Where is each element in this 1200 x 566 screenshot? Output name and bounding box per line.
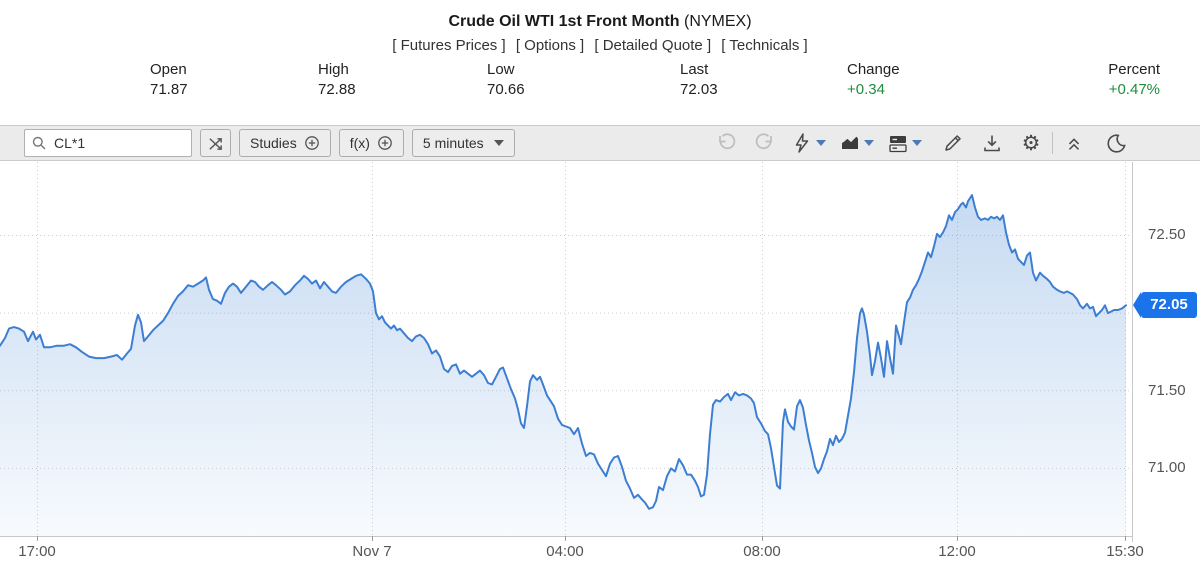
link-technicals[interactable]: [ Technicals ] (721, 37, 808, 54)
studies-label: Studies (250, 135, 297, 151)
interval-dropdown[interactable]: 5 minutes (411, 129, 515, 157)
quote-high: High 72.88 (318, 60, 356, 100)
quote-percent-value: +0.47% (1108, 81, 1160, 98)
layout-templates-dropdown[interactable] (887, 132, 922, 154)
quote-open-label: Open (150, 61, 187, 78)
add-circle-icon (377, 135, 393, 151)
dark-mode-button[interactable] (1103, 130, 1129, 156)
interval-label: 5 minutes (422, 135, 484, 151)
quote-change: Change +0.34 (847, 60, 900, 100)
settings-gear-icon: ⚙ (1021, 131, 1041, 155)
collapse-chevrons-icon (1064, 133, 1084, 153)
quote-high-value: 72.88 (318, 81, 356, 98)
quote-low: Low 70.66 (487, 60, 525, 100)
download-button[interactable] (979, 130, 1005, 156)
quote-open-value: 71.87 (150, 81, 188, 98)
x-axis-label: 12:00 (938, 543, 976, 560)
link-options[interactable]: [ Options ] (515, 37, 585, 54)
studies-button[interactable]: Studies (239, 129, 331, 157)
x-axis-label: 17:00 (18, 543, 56, 560)
chart-type-icon (839, 132, 861, 154)
events-lightning-icon (791, 132, 813, 154)
x-axis-label: 15:30 (1106, 543, 1144, 560)
quote-high-label: High (318, 61, 349, 78)
quote-last-label: Last (680, 61, 709, 78)
link-detailed-quote[interactable]: [ Detailed Quote ] (594, 37, 712, 54)
settings-button[interactable]: ⚙ (1018, 130, 1044, 156)
quote-percent-label: Percent (1108, 61, 1160, 78)
x-axis-label: Nov 7 (352, 543, 392, 560)
link-futures-prices[interactable]: [ Futures Prices ] (392, 37, 506, 54)
chart-toolbar: Studies f(x) 5 minutes (0, 125, 1200, 161)
quote-low-value: 70.66 (487, 81, 525, 98)
undo-button[interactable] (713, 130, 739, 156)
collapse-toolbar-button[interactable] (1061, 130, 1087, 156)
symbol-search-input[interactable] (52, 134, 176, 152)
contract-title: Crude Oil WTI 1st Front Month (448, 13, 680, 30)
draw-button[interactable] (940, 130, 966, 156)
layout-templates-icon (887, 132, 909, 154)
x-axis-label: 04:00 (546, 543, 584, 560)
price-line (0, 194, 1127, 510)
chart-type-dropdown[interactable] (839, 132, 874, 154)
fx-functions-button[interactable]: f(x) (338, 129, 404, 157)
quote-open: Open 71.87 (150, 60, 188, 100)
toolbar-icon-group: ⚙ (713, 126, 1129, 160)
quote-nav-links: [ Futures Prices ] [ Options ] [ Detaile… (0, 37, 1200, 54)
compare-arrows-icon (207, 135, 224, 152)
events-dropdown[interactable] (791, 132, 826, 154)
chevron-down-icon (493, 140, 504, 146)
chevron-down-icon (912, 140, 922, 146)
quote-change-label: Change (847, 61, 900, 78)
page-title: Crude Oil WTI 1st Front Month (NYMEX) (0, 13, 1200, 31)
download-icon (981, 132, 1003, 154)
fx-label: f(x) (349, 135, 370, 151)
dark-mode-moon-icon (1105, 132, 1127, 154)
quote-last: Last 72.03 (680, 60, 718, 100)
price-chart[interactable]: 72.50 71.50 71.00 17:00 Nov 7 04:00 08:00 12:0… (0, 162, 1200, 566)
quote-low-label: Low (487, 61, 515, 78)
chevron-down-icon (864, 140, 874, 146)
compare-button[interactable] (200, 129, 231, 157)
price-area-chart (0, 162, 1133, 542)
draw-pencil-icon (942, 132, 964, 154)
search-icon (31, 135, 47, 151)
quote-change-value: +0.34 (847, 81, 885, 98)
toolbar-divider (1052, 132, 1053, 154)
y-axis-label: 71.50 (1148, 382, 1186, 399)
exchange-label: (NYMEX) (683, 13, 752, 30)
quote-last-value: 72.03 (680, 81, 718, 98)
x-axis-label: 08:00 (743, 543, 781, 560)
y-axis-label: 71.00 (1148, 459, 1186, 476)
price-area-fill (0, 195, 1126, 536)
symbol-search-box[interactable] (24, 129, 192, 157)
chevron-down-icon (816, 140, 826, 146)
undo-icon (715, 132, 737, 154)
redo-button[interactable] (752, 130, 778, 156)
last-price-badge: 72.05 (1133, 292, 1197, 318)
quote-percent: Percent +0.47% (1070, 60, 1160, 100)
redo-icon (754, 132, 776, 154)
add-circle-icon (304, 135, 320, 151)
y-axis-label: 72.50 (1148, 226, 1186, 243)
